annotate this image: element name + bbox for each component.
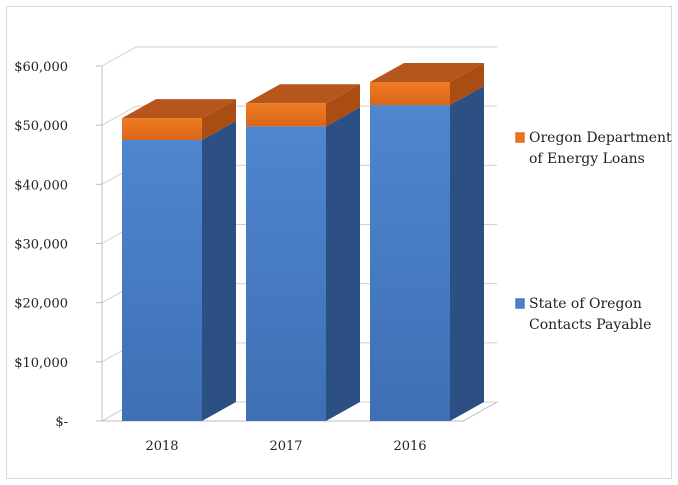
- gridline: [101, 46, 497, 67]
- bar-segment: [370, 62, 484, 106]
- bars-layer: [122, 62, 484, 422]
- legend-label: of Energy Loans: [529, 151, 645, 167]
- bar-segment: [370, 86, 484, 422]
- y-tick-label: $50,000: [14, 119, 68, 134]
- bar-front: [370, 105, 450, 422]
- y-tick-label: $40,000: [14, 178, 68, 193]
- bar-side: [450, 86, 484, 422]
- bar-side: [202, 120, 236, 421]
- bar-front: [122, 139, 202, 422]
- chart-frame: $- $10,000 $20,000 $30,000 $40,000 $50,000 $60…: [6, 6, 672, 479]
- legend-item: Oregon Department of Energy Loans: [514, 130, 672, 167]
- bar-top: [370, 62, 484, 82]
- bar-front: [246, 103, 326, 127]
- bar-top: [246, 84, 360, 104]
- legend-label: Contacts Payable: [529, 317, 651, 333]
- y-tick-label: $10,000: [14, 356, 68, 371]
- bar-side: [326, 84, 360, 127]
- y-tick-label: $20,000: [14, 297, 68, 312]
- bar-side: [202, 99, 236, 140]
- legend-swatch: [514, 297, 526, 310]
- x-tick-label: 2018: [145, 439, 178, 454]
- bar-front: [370, 81, 450, 106]
- bar-segment: [246, 107, 360, 421]
- y-tick-label: $60,000: [14, 60, 68, 75]
- legend: Oregon Department of Energy Loans State of…: [514, 130, 672, 333]
- bar-segment: [246, 84, 360, 127]
- bar-front: [122, 118, 202, 140]
- axis-layer: $- $10,000 $20,000 $30,000 $40,000 $50,000 $60…: [14, 60, 426, 454]
- legend-label: Oregon Department: [529, 130, 672, 146]
- y-tick-label: $30,000: [14, 238, 68, 253]
- bar-segment: [122, 99, 236, 140]
- bar-segment: [122, 120, 236, 422]
- x-tick-label: 2016: [393, 439, 426, 454]
- bar-front: [246, 126, 326, 421]
- bar-side: [450, 62, 484, 106]
- legend-label: State of Oregon: [529, 296, 642, 312]
- legend-swatch: [514, 131, 526, 144]
- legend-item: State of Oregon Contacts Payable: [514, 296, 651, 333]
- bar-side: [326, 107, 360, 421]
- stacked-bar-chart-3d: $- $10,000 $20,000 $30,000 $40,000 $50,000 $60…: [14, 46, 672, 454]
- x-tick-label: 2017: [269, 439, 302, 454]
- bar-top: [122, 99, 236, 119]
- y-tick-label: $-: [55, 415, 68, 430]
